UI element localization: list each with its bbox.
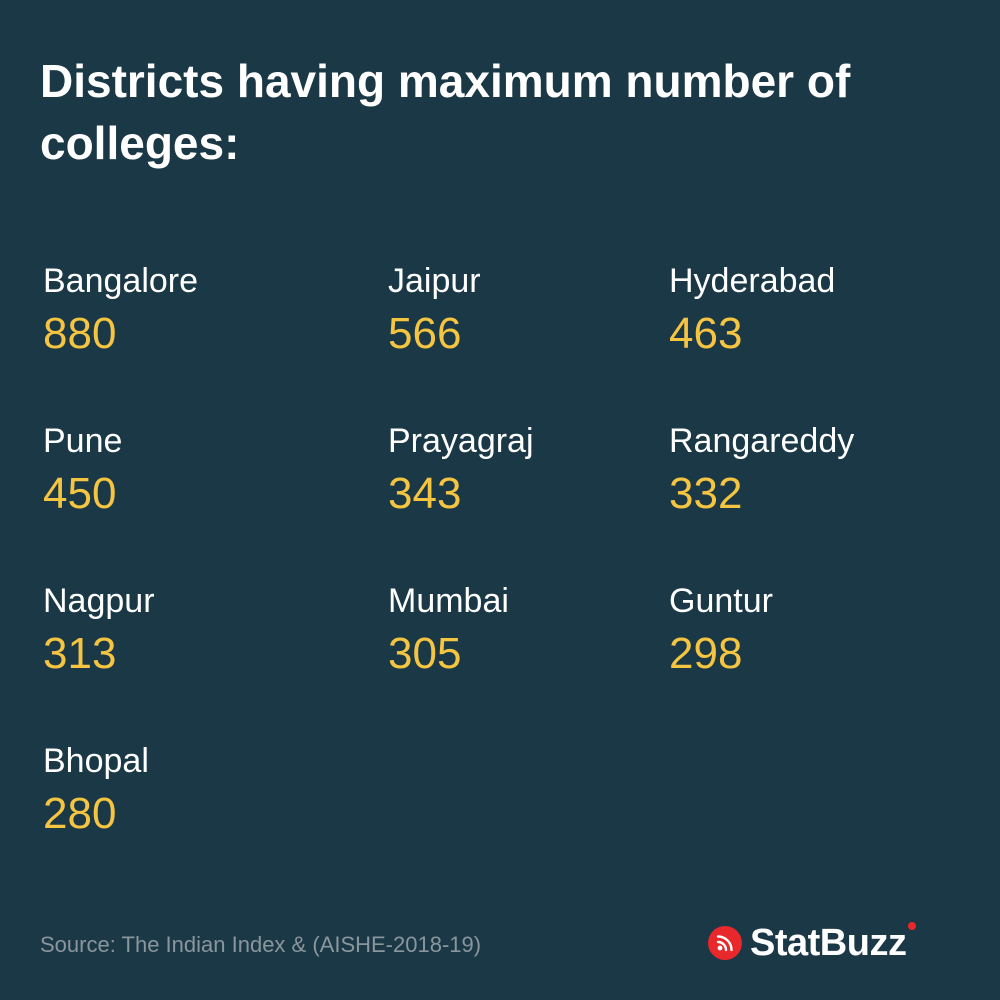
brand-logo: StatBuzz xyxy=(708,918,917,968)
district-entry-prayagraj: Prayagraj 343 xyxy=(388,420,688,550)
district-name: Bhopal xyxy=(43,742,149,780)
district-name: Hyderabad xyxy=(669,262,836,300)
district-entry-hyderabad: Hyderabad 463 xyxy=(669,260,969,390)
district-name: Rangareddy xyxy=(669,422,855,460)
district-entry-bhopal: Bhopal 280 xyxy=(43,740,343,870)
district-value: 343 xyxy=(388,469,462,518)
district-entry-jaipur: Jaipur 566 xyxy=(388,260,688,390)
district-name: Pune xyxy=(43,422,123,460)
brand-dot xyxy=(908,922,917,930)
brand-name-text: StatBuzz xyxy=(750,922,907,964)
broadcast-icon xyxy=(708,926,742,960)
district-name: Prayagraj xyxy=(388,422,534,460)
district-entry-mumbai: Mumbai 305 xyxy=(388,580,688,710)
district-value: 450 xyxy=(43,469,117,518)
source-note: Source: The Indian Index & (AISHE-2018-1… xyxy=(40,932,482,957)
page-title: Districts having maximum number of colle… xyxy=(40,55,851,169)
district-entry-bangalore: Bangalore 880 xyxy=(43,260,343,390)
district-entry-pune: Pune 450 xyxy=(43,420,343,550)
district-value: 298 xyxy=(669,629,743,678)
district-value: 280 xyxy=(43,789,117,838)
district-value: 305 xyxy=(388,629,462,678)
district-value: 332 xyxy=(669,469,743,518)
district-name: Bangalore xyxy=(43,262,199,300)
districts-grid: Bangalore 880 Jaipur 566 Hyderabad 463 P… xyxy=(43,260,943,860)
district-entry-nagpur: Nagpur 313 xyxy=(43,580,343,710)
district-name: Mumbai xyxy=(388,582,509,620)
district-name: Nagpur xyxy=(43,582,155,620)
district-name: Guntur xyxy=(669,582,773,620)
district-entry-rangareddy: Rangareddy 332 xyxy=(669,420,969,550)
district-name: Jaipur xyxy=(388,262,481,300)
district-value: 463 xyxy=(669,309,743,358)
brand-name: StatBuzz xyxy=(750,918,917,968)
district-value: 313 xyxy=(43,629,117,678)
district-value: 566 xyxy=(388,309,462,358)
district-value: 880 xyxy=(43,309,117,358)
district-entry-guntur: Guntur 298 xyxy=(669,580,969,710)
